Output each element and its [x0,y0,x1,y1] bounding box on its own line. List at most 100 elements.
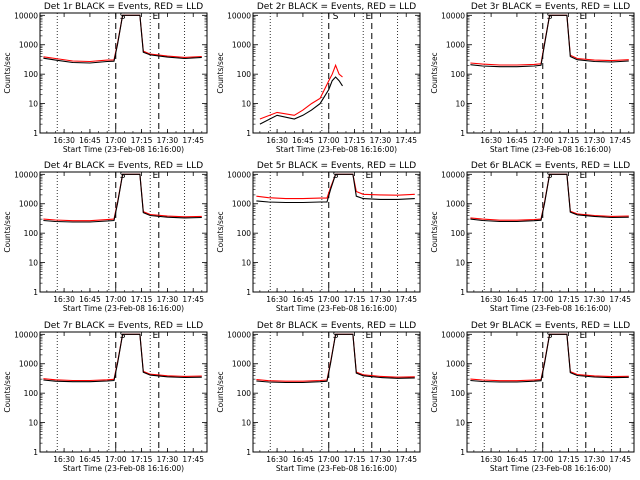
marker-label-e: E [153,331,159,341]
panel-title: Det 6r BLACK = Events, RED = LLD [471,161,630,171]
x-tick-label: 17:45 [609,455,631,464]
x-tick-label: 16:45 [79,455,101,464]
y-tick-label: 1 [33,448,38,457]
marker-label-e: E [153,12,159,22]
marker-label-e: E [366,12,372,22]
y-axis-label: Counts/sec [216,211,225,252]
y-tick-label: 1 [246,129,251,138]
y-tick-label: 10000 [14,330,38,339]
y-tick-label: 1 [460,448,465,457]
x-tick-label: 16:45 [292,455,314,464]
x-tick-label: 16:30 [53,295,75,304]
x-tick-label: 16:30 [53,136,75,145]
x-axis-label: Start Time (23-Feb-08 16:16:00) [490,145,611,154]
x-tick-label: 16:45 [506,136,528,145]
y-tick-label: 1 [246,448,251,457]
x-tick-label: 17:30 [157,136,179,145]
x-tick-label: 17:45 [182,295,204,304]
y-tick-label: 10 [28,259,38,268]
marker-label-s: S [120,171,126,181]
x-axis-label: Start Time (23-Feb-08 16:16:00) [276,464,397,473]
series-line-events [470,14,629,68]
y-tick-label: 1000 [232,200,251,209]
y-tick-label: 10 [455,259,465,268]
marker-label-e: E [366,331,372,341]
x-tick-label: 16:45 [292,136,314,145]
plot-frame [252,12,421,134]
plot-frame [466,12,635,134]
marker-label-s: S [547,171,553,181]
x-tick-label: 17:00 [318,455,340,464]
y-axis-label: Counts/sec [3,52,12,93]
series-line-lld [43,173,202,222]
x-tick-label: 17:30 [370,455,392,464]
series-line-lld [43,14,202,63]
y-tick-label: 10 [455,419,465,428]
x-tick-label: 17:45 [609,136,631,145]
y-tick-label: 10 [241,419,251,428]
y-tick-label: 1 [33,288,38,297]
y-tick-label: 10 [455,100,465,109]
y-tick-label: 10000 [441,11,465,20]
x-tick-label: 17:45 [395,455,417,464]
plot-frame [39,331,208,453]
series-line-lld [470,333,629,382]
x-tick-label: 17:15 [558,295,580,304]
y-tick-label: 10000 [14,170,38,179]
plot-frame [39,171,208,293]
x-tick-label: 17:00 [105,455,127,464]
y-axis-label: Counts/sec [216,371,225,412]
series-line-lld [259,63,343,120]
y-tick-label: 1000 [446,200,465,209]
y-tick-label: 10 [28,419,38,428]
x-tick-label: 17:45 [182,455,204,464]
marker-label-e: E [153,171,159,181]
y-axis-label: Counts/sec [3,371,12,412]
series-line-lld [256,333,415,382]
panel-title: Det 4r BLACK = Events, RED = LLD [44,161,203,171]
x-tick-label: 17:15 [344,295,366,304]
x-tick-label: 17:45 [182,136,204,145]
marker-label-s: S [120,12,126,22]
y-tick-label: 10000 [14,11,38,20]
x-tick-label: 17:00 [318,136,340,145]
y-tick-label: 10000 [227,330,251,339]
x-axis-label: Start Time (23-Feb-08 16:16:00) [490,304,611,313]
y-tick-label: 10000 [441,330,465,339]
x-tick-label: 16:45 [506,455,528,464]
x-tick-label: 16:45 [292,295,314,304]
y-tick-label: 1000 [446,41,465,50]
y-tick-label: 1000 [232,41,251,50]
x-axis-label: Start Time (23-Feb-08 16:16:00) [276,145,397,154]
x-tick-label: 17:30 [370,136,392,145]
x-axis-label: Start Time (23-Feb-08 16:16:00) [490,464,611,473]
y-tick-label: 1000 [19,41,38,50]
y-tick-label: 1 [33,129,38,138]
x-tick-label: 17:15 [558,136,580,145]
x-axis-label: Start Time (23-Feb-08 16:16:00) [276,304,397,313]
y-tick-label: 100 [451,229,466,238]
x-tick-label: 17:45 [395,295,417,304]
y-tick-label: 100 [237,229,252,238]
x-tick-label: 16:30 [480,295,502,304]
y-axis-label: Counts/sec [430,211,439,252]
plot-frame [466,171,635,293]
y-tick-label: 100 [24,229,39,238]
x-tick-label: 17:30 [584,136,606,145]
series-line-lld [43,333,202,382]
series-line-events [43,333,202,383]
x-tick-label: 17:00 [105,136,127,145]
x-tick-label: 17:45 [395,136,417,145]
marker-label-e: E [580,171,586,181]
x-tick-label: 17:45 [609,295,631,304]
x-tick-label: 17:00 [532,136,554,145]
